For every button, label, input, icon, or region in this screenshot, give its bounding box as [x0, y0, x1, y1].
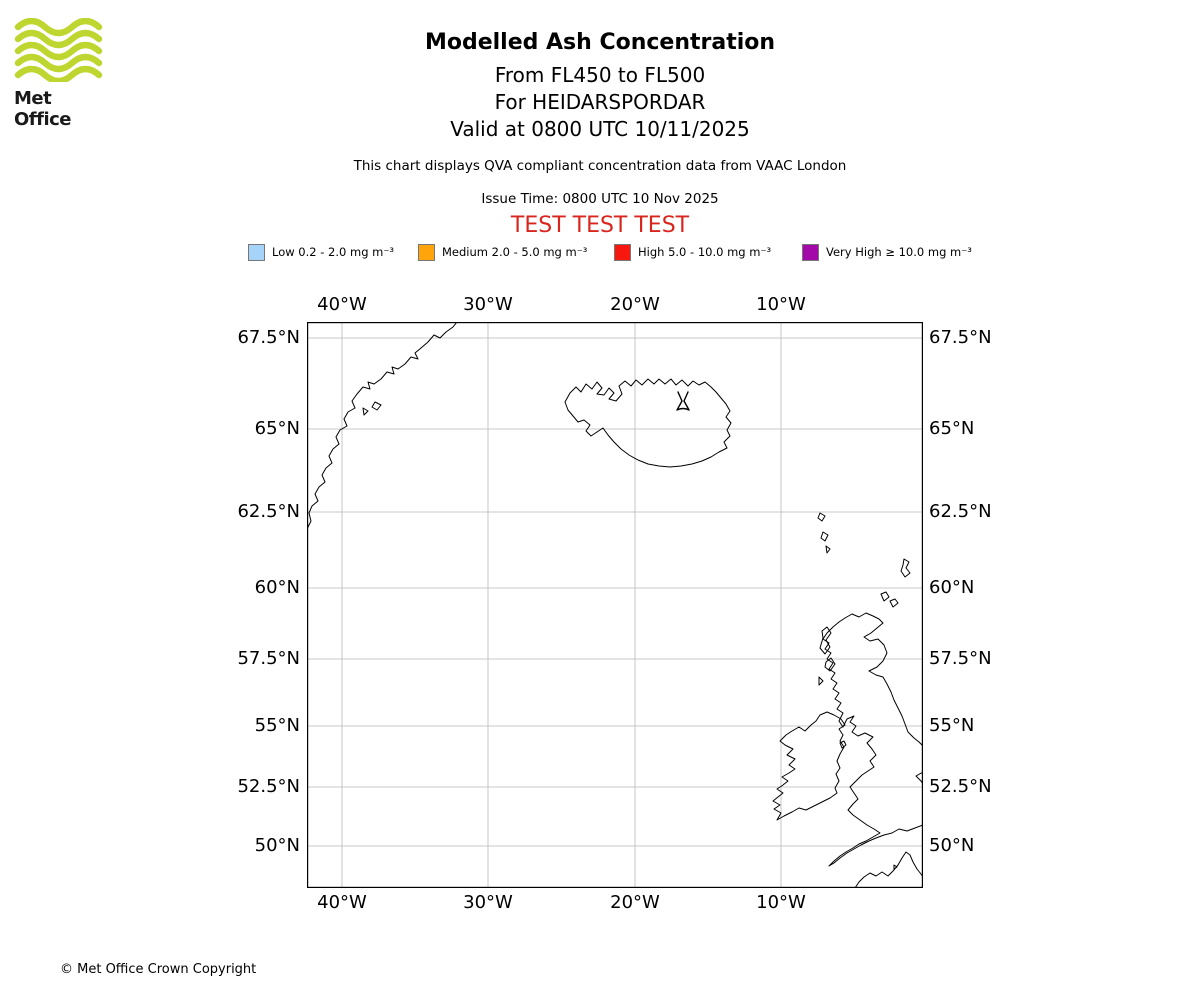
coastline-hebrides: [818, 626, 836, 686]
coastline-faroes: [817, 512, 831, 554]
lon-label-top-40w: 40°W: [317, 294, 367, 315]
legend-item-very-high: Very High ≥ 10.0 mg m⁻³: [802, 243, 972, 261]
legend-label-very-high: Very High ≥ 10.0 mg m⁻³: [826, 245, 972, 259]
lat-label-right-50n: 50°N: [929, 835, 975, 856]
lat-label-left-65n: 65°N: [254, 418, 300, 439]
volcano-marker-icon: [676, 391, 690, 411]
coastline-france: [854, 851, 923, 888]
legend-label-medium: Medium 2.0 - 5.0 mg m⁻³: [442, 245, 588, 259]
page-title: Modelled Ash Concentration: [424, 30, 776, 55]
lat-label-right-55n: 55°N: [929, 715, 975, 736]
flight-level-subtitle: From FL450 to FL500: [494, 63, 706, 87]
lat-label-left-67-5n: 67.5°N: [237, 327, 300, 348]
lon-label-bottom-30w: 30°W: [463, 892, 513, 913]
legend-item-high: High 5.0 - 10.0 mg m⁻³: [614, 243, 771, 261]
coastline-isle-of-man: [839, 740, 847, 749]
met-office-logo-text: Met Office: [14, 88, 72, 130]
legend-item-low: Low 0.2 - 2.0 mg m⁻³: [248, 243, 394, 261]
legend-swatch-very-high: [802, 243, 819, 261]
lon-label-top-30w: 30°W: [463, 294, 513, 315]
issue-time: Issue Time: 0800 UTC 10 Nov 2025: [481, 191, 719, 207]
coastline-orkney: [880, 591, 899, 608]
lat-label-left-50n: 50°N: [254, 835, 300, 856]
valid-time-subtitle: Valid at 0800 UTC 10/11/2025: [450, 117, 750, 141]
met-office-waves-icon: [14, 17, 103, 85]
lon-label-bottom-40w: 40°W: [317, 892, 367, 913]
volcano-subtitle: For HEIDARSPORDAR: [494, 90, 706, 114]
coastline-shetland: [900, 558, 911, 578]
lat-label-right-60n: 60°N: [929, 577, 975, 598]
test-banner: TEST TEST TEST: [510, 213, 690, 238]
coastline-great-britain: [822, 612, 923, 867]
map-canvas: [307, 322, 923, 888]
qva-description: This chart displays QVA compliant concen…: [353, 158, 847, 174]
lon-label-top-10w: 10°W: [756, 294, 806, 315]
lat-label-right-57-5n: 57.5°N: [929, 648, 992, 669]
coastline-greenland: [307, 322, 458, 530]
lon-label-bottom-10w: 10°W: [756, 892, 806, 913]
lat-label-left-55n: 55°N: [254, 715, 300, 736]
lon-label-top-20w: 20°W: [610, 294, 660, 315]
lat-label-left-57-5n: 57.5°N: [237, 648, 300, 669]
lat-label-right-52-5n: 52.5°N: [929, 776, 992, 797]
legend-label-high: High 5.0 - 10.0 mg m⁻³: [638, 245, 772, 259]
graticule-lines: [307, 322, 923, 888]
lat-label-left-60n: 60°N: [254, 577, 300, 598]
coastline-ireland: [772, 711, 846, 821]
lat-label-left-52-5n: 52.5°N: [237, 776, 300, 797]
map-frame: [307, 322, 923, 888]
lat-label-left-62-5n: 62.5°N: [237, 501, 300, 522]
coastline-iceland: [564, 378, 732, 468]
met-office-logo: Met Office: [14, 17, 110, 130]
lat-label-right-67-5n: 67.5°N: [929, 327, 992, 348]
legend-swatch-low: [248, 243, 265, 261]
legend-swatch-medium: [418, 243, 435, 261]
lat-label-right-62-5n: 62.5°N: [929, 501, 992, 522]
lon-label-bottom-20w: 20°W: [610, 892, 660, 913]
coastline-greenland-islets: [362, 401, 382, 416]
copyright-notice: © Met Office Crown Copyright: [60, 962, 257, 977]
legend-swatch-high: [614, 243, 631, 261]
legend-item-medium: Medium 2.0 - 5.0 mg m⁻³: [418, 243, 587, 261]
legend-label-low: Low 0.2 - 2.0 mg m⁻³: [272, 245, 395, 259]
lat-label-right-65n: 65°N: [929, 418, 975, 439]
